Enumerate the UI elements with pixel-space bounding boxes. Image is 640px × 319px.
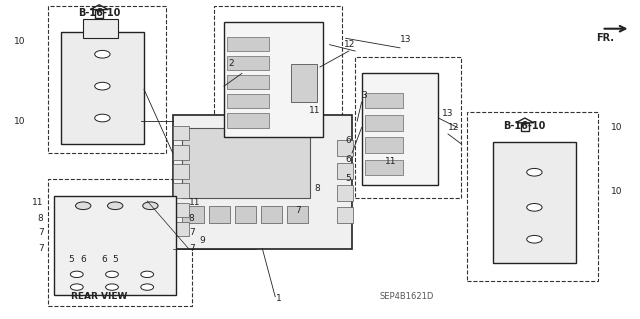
FancyBboxPatch shape [54, 196, 176, 295]
Text: 7: 7 [295, 206, 301, 215]
Circle shape [527, 204, 542, 211]
FancyBboxPatch shape [227, 94, 269, 108]
FancyBboxPatch shape [287, 206, 308, 223]
Text: REAR VIEW: REAR VIEW [71, 293, 127, 301]
FancyBboxPatch shape [173, 126, 189, 140]
Circle shape [141, 271, 154, 278]
Text: 10: 10 [611, 187, 623, 196]
Text: 8: 8 [314, 184, 320, 193]
FancyBboxPatch shape [209, 206, 230, 223]
FancyBboxPatch shape [337, 140, 353, 156]
FancyBboxPatch shape [227, 37, 269, 51]
Text: 3: 3 [362, 91, 367, 100]
Text: FR.: FR. [596, 33, 614, 43]
FancyBboxPatch shape [235, 206, 256, 223]
Circle shape [76, 202, 91, 210]
FancyBboxPatch shape [182, 206, 204, 223]
Text: 13: 13 [400, 35, 412, 44]
FancyBboxPatch shape [182, 128, 310, 198]
Text: 13: 13 [442, 109, 453, 118]
Text: 10: 10 [611, 123, 623, 132]
Text: 6: 6 [81, 256, 86, 264]
Text: 12: 12 [344, 40, 355, 49]
Circle shape [95, 82, 110, 90]
Circle shape [70, 284, 83, 290]
Text: 8: 8 [38, 214, 44, 223]
Text: 6: 6 [346, 136, 351, 145]
FancyBboxPatch shape [365, 137, 403, 153]
Circle shape [106, 284, 118, 290]
Text: B-16-10: B-16-10 [78, 8, 120, 18]
Text: 10: 10 [14, 117, 26, 126]
FancyBboxPatch shape [365, 160, 403, 175]
FancyBboxPatch shape [227, 113, 269, 128]
Text: 7: 7 [189, 244, 195, 253]
FancyBboxPatch shape [173, 222, 189, 236]
Circle shape [143, 202, 158, 210]
Text: 1: 1 [276, 294, 281, 303]
FancyBboxPatch shape [365, 93, 403, 108]
Text: B-16-10: B-16-10 [504, 121, 546, 131]
Text: 12: 12 [448, 123, 460, 132]
Text: 5: 5 [68, 256, 74, 264]
Circle shape [527, 168, 542, 176]
FancyBboxPatch shape [493, 142, 576, 263]
Text: 7: 7 [38, 244, 44, 253]
Text: 11: 11 [308, 106, 320, 115]
Circle shape [141, 284, 154, 290]
FancyBboxPatch shape [291, 64, 317, 102]
FancyBboxPatch shape [337, 207, 353, 223]
Text: 9: 9 [199, 236, 205, 245]
Text: 5: 5 [346, 174, 351, 183]
FancyBboxPatch shape [173, 145, 189, 160]
FancyBboxPatch shape [83, 19, 118, 38]
Circle shape [95, 114, 110, 122]
FancyBboxPatch shape [61, 32, 144, 144]
Text: 11: 11 [32, 198, 44, 207]
Text: 7: 7 [189, 228, 195, 237]
Circle shape [106, 271, 118, 278]
FancyBboxPatch shape [173, 203, 189, 217]
Text: 10: 10 [14, 37, 26, 46]
Circle shape [108, 202, 123, 210]
FancyBboxPatch shape [227, 56, 269, 70]
FancyBboxPatch shape [337, 185, 353, 201]
FancyBboxPatch shape [224, 22, 323, 137]
FancyBboxPatch shape [227, 75, 269, 89]
Text: 5: 5 [112, 256, 118, 264]
Text: 8: 8 [189, 214, 195, 223]
FancyBboxPatch shape [362, 73, 438, 185]
Circle shape [95, 50, 110, 58]
FancyBboxPatch shape [173, 183, 189, 198]
FancyBboxPatch shape [261, 206, 282, 223]
FancyBboxPatch shape [365, 115, 403, 131]
Text: 2: 2 [228, 59, 234, 68]
Circle shape [527, 235, 542, 243]
Text: SEP4B1621D: SEP4B1621D [380, 293, 433, 301]
FancyBboxPatch shape [337, 163, 353, 179]
Text: 6: 6 [101, 256, 107, 264]
Text: 11: 11 [189, 198, 200, 207]
Text: 7: 7 [38, 228, 44, 237]
Text: 6: 6 [346, 155, 351, 164]
FancyBboxPatch shape [173, 115, 352, 249]
FancyBboxPatch shape [173, 164, 189, 179]
Text: 11: 11 [385, 157, 397, 166]
Circle shape [70, 271, 83, 278]
